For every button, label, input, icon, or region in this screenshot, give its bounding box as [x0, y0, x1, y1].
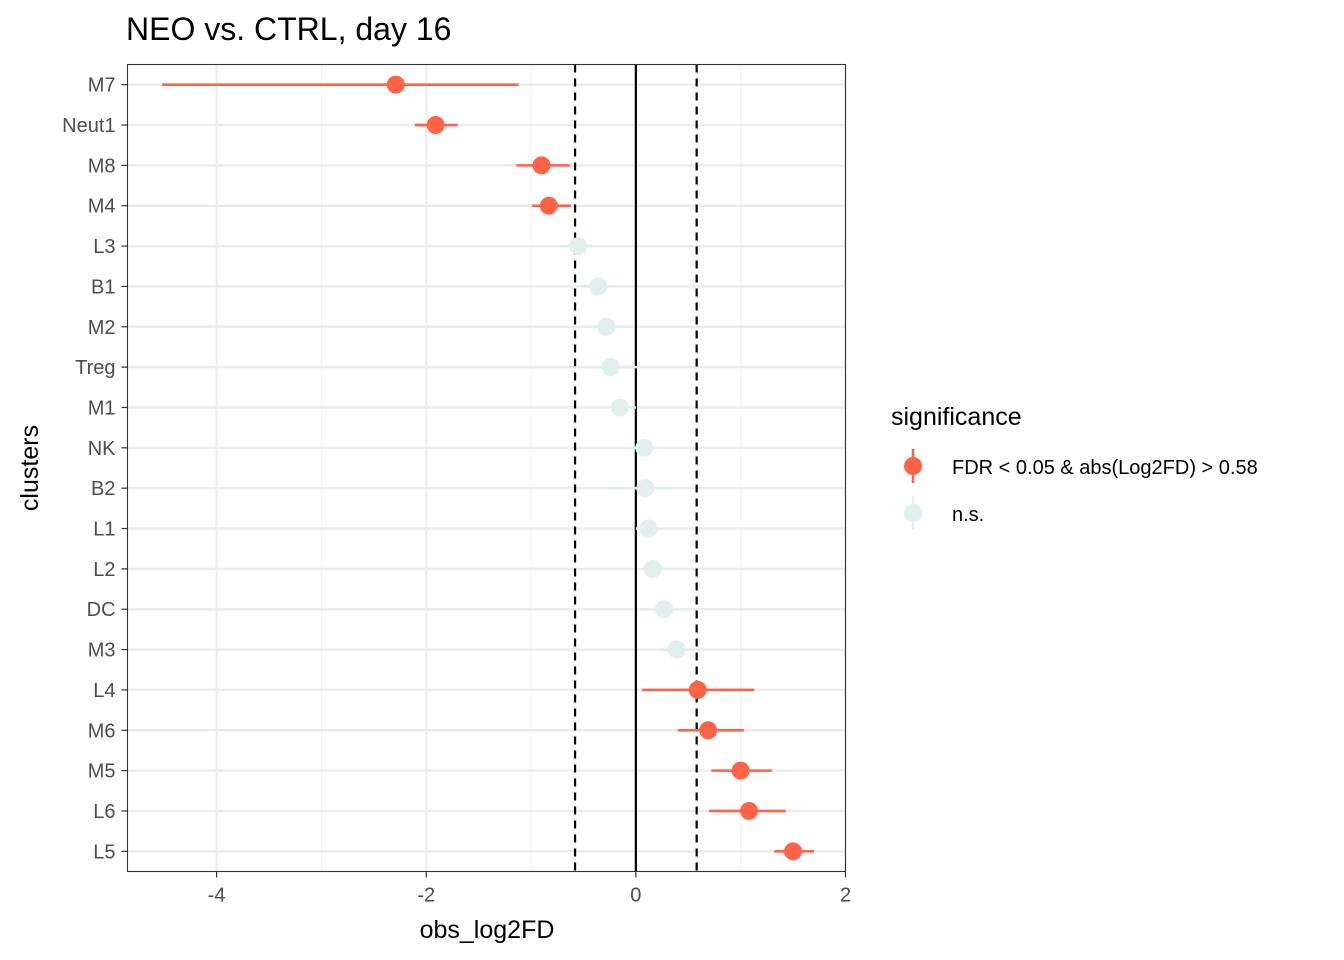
x-axis: -4 -2 0 2 — [208, 871, 851, 907]
y-tick-label: NK — [88, 438, 116, 460]
data-point — [643, 559, 662, 578]
data-point — [667, 640, 686, 659]
chart-title: NEO vs. CTRL, day 16 — [126, 11, 451, 47]
y-tick-label: L6 — [93, 801, 115, 823]
data-point — [784, 842, 803, 861]
y-tick-label: M7 — [88, 75, 116, 97]
y-tick-label: L1 — [93, 519, 115, 541]
data-point — [597, 317, 616, 336]
data-point — [688, 680, 707, 699]
x-tick-label: -4 — [208, 885, 226, 907]
legend-key-point — [904, 457, 922, 475]
data-point — [655, 600, 674, 619]
data-point — [699, 721, 718, 740]
data-marks — [162, 75, 815, 861]
y-tick-label: Neut1 — [62, 115, 115, 137]
y-tick-label: M1 — [88, 397, 116, 419]
data-point — [740, 801, 759, 820]
data-point — [589, 277, 608, 296]
plot-panel-border — [126, 63, 847, 873]
legend-title: significance — [891, 403, 1022, 431]
legend: significance FDR < 0.05 & abs(Log2FD) > … — [891, 403, 1258, 530]
x-tick-label: 2 — [840, 885, 851, 907]
data-point — [426, 116, 445, 135]
x-tick-label: 0 — [630, 885, 641, 907]
y-axis: M7 Neut1 M8 M4 L3 B1 M2 Treg M1 NK B2 L1 L2 DC M3 L4 M6 M… — [62, 75, 128, 863]
y-axis-title: clusters — [16, 425, 44, 511]
y-tick-label: L4 — [93, 680, 115, 702]
x-tick-label: -2 — [417, 885, 435, 907]
x-axis-title: obs_log2FD — [420, 916, 555, 944]
y-tick-label: Treg — [75, 357, 115, 379]
legend-keys — [904, 449, 922, 530]
y-tick-label: L5 — [93, 841, 115, 863]
y-tick-label: M5 — [88, 761, 116, 783]
data-point — [539, 196, 558, 215]
y-tick-label: B1 — [91, 276, 115, 298]
data-point — [532, 156, 551, 175]
data-point — [386, 75, 405, 94]
data-point — [636, 479, 655, 498]
y-tick-label: L3 — [93, 236, 115, 258]
reference-lines — [573, 64, 698, 872]
y-tick-label: M8 — [88, 155, 116, 177]
data-point — [639, 519, 658, 538]
legend-label-ns: n.s. — [952, 504, 984, 526]
data-point — [611, 398, 630, 417]
y-tick-label: M2 — [88, 317, 116, 339]
y-tick-label: M3 — [88, 640, 116, 662]
data-point — [569, 237, 588, 256]
legend-label-significant: FDR < 0.05 & abs(Log2FD) > 0.58 — [952, 457, 1258, 479]
data-point — [601, 358, 620, 377]
grid — [127, 64, 847, 872]
data-point — [731, 761, 750, 780]
y-tick-label: B2 — [91, 478, 115, 500]
y-tick-label: L2 — [93, 559, 115, 581]
y-tick-label: M6 — [88, 720, 116, 742]
data-point — [635, 438, 654, 457]
y-tick-label: M4 — [88, 196, 116, 218]
y-tick-label: DC — [87, 599, 116, 621]
legend-key-point — [904, 504, 922, 522]
